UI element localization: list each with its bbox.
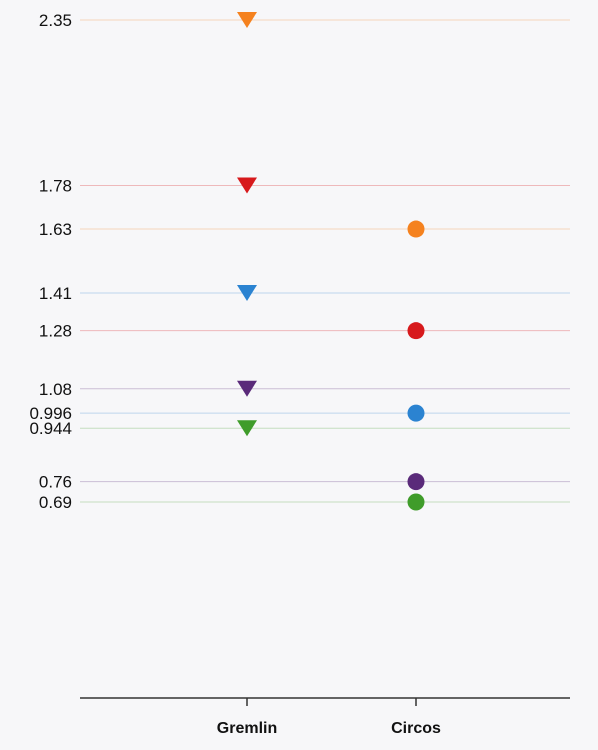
y-tick-label: 0.69 <box>39 493 72 512</box>
gridlines <box>80 19 570 503</box>
data-markers <box>237 12 425 511</box>
y-tick-label: 1.63 <box>39 220 72 239</box>
data-point-circos-1-63 <box>407 220 425 238</box>
data-point-gremlin-2-35 <box>237 12 257 28</box>
x-axis: Gremlin Circos <box>80 697 570 737</box>
y-tick-label: 0.76 <box>39 473 72 492</box>
y-tick-label: 1.28 <box>39 322 72 341</box>
y-tick-label: 1.41 <box>39 284 72 303</box>
data-point-circos-1-28 <box>407 322 425 340</box>
data-point-gremlin-0-944 <box>237 420 257 437</box>
data-point-circos-0-69 <box>407 493 425 511</box>
y-tick-label: 0.996 <box>29 404 72 423</box>
y-tick-label: 0.944 <box>29 419 72 438</box>
data-point-circos-0-76 <box>407 473 425 491</box>
x-category-label-gremlin: Gremlin <box>217 720 277 737</box>
data-point-gremlin-1-41 <box>237 284 257 301</box>
y-tick-label: 1.78 <box>39 177 72 196</box>
data-point-circos-0-996 <box>407 404 425 422</box>
y-tick-label: 1.08 <box>39 380 72 399</box>
y-tick-label: 2.35 <box>39 11 72 30</box>
data-point-gremlin-1-78 <box>237 177 257 194</box>
x-category-label-circos: Circos <box>391 720 441 737</box>
data-point-gremlin-1-08 <box>237 380 257 397</box>
